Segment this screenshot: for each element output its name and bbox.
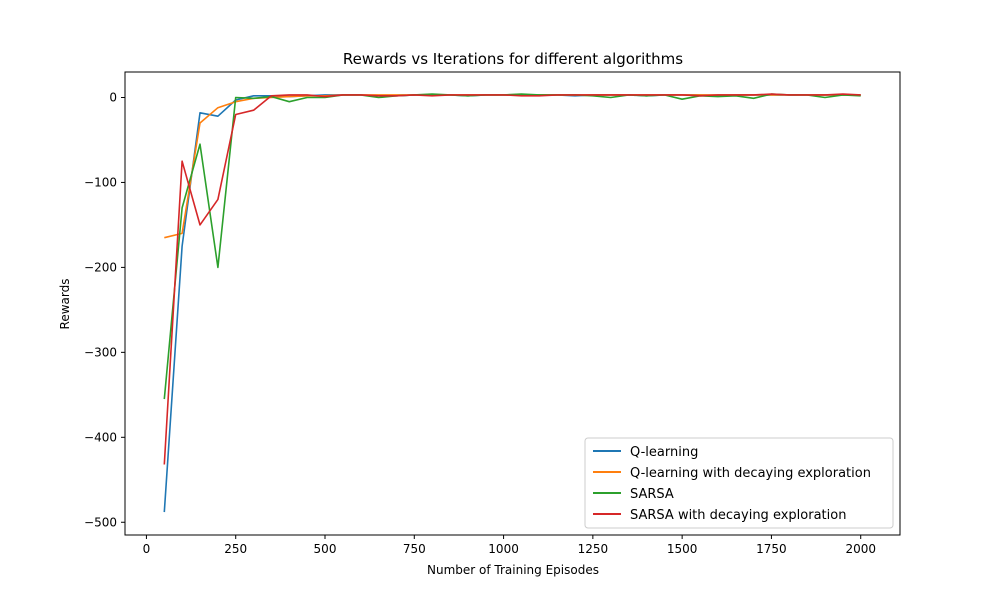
legend-label: Q-learning bbox=[630, 445, 698, 460]
series-line-2 bbox=[164, 94, 861, 239]
y-tick-label: 0 bbox=[109, 90, 117, 104]
legend-label: Q-learning with decaying exploration bbox=[630, 466, 871, 481]
plot-frame bbox=[124, 71, 901, 536]
x-tick-label: 250 bbox=[224, 542, 247, 556]
legend: Q-learning Q-learning with decaying explo… bbox=[584, 437, 894, 529]
x-tick-label: 750 bbox=[403, 542, 426, 556]
y-axis-ticks: 0 −100 −200 −300 −400 −500 bbox=[84, 90, 125, 529]
x-tick-label: 2000 bbox=[845, 542, 876, 556]
legend-label: SARSA with decaying exploration bbox=[630, 508, 846, 523]
series-line-3 bbox=[163, 93, 861, 400]
x-axis-ticks: 0 250 500 750 1000 1250 1500 1750 2000 bbox=[143, 535, 876, 556]
y-tick-label: −300 bbox=[84, 345, 117, 359]
x-tick-label: 1750 bbox=[756, 542, 787, 556]
x-tick-label: 1500 bbox=[667, 542, 698, 556]
y-tick-label: −500 bbox=[84, 515, 117, 529]
series-line-4 bbox=[163, 93, 861, 465]
x-tick-label: 1250 bbox=[578, 542, 609, 556]
y-tick-label: −400 bbox=[84, 430, 117, 444]
x-tick-label: 500 bbox=[314, 542, 337, 556]
chart-title: Rewards vs Iterations for different algo… bbox=[343, 50, 683, 68]
x-tick-label: 1000 bbox=[488, 542, 519, 556]
y-tick-label: −200 bbox=[84, 260, 117, 274]
y-axis-label: Rewards bbox=[58, 279, 72, 330]
legend-label: SARSA bbox=[630, 487, 674, 502]
y-tick-label: −100 bbox=[84, 175, 117, 189]
legend-box bbox=[584, 437, 894, 529]
x-axis-label: Number of Training Episodes bbox=[427, 563, 599, 577]
x-tick-label: 0 bbox=[143, 542, 151, 556]
plot-area bbox=[163, 93, 861, 513]
